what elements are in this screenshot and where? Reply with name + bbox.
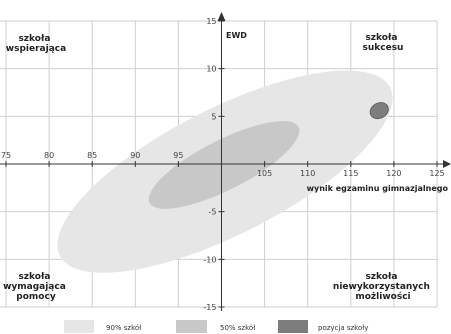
- y-axis-title: EWD: [226, 31, 247, 40]
- quadrant-top-right-label: szkoła sukcesu: [363, 33, 404, 53]
- x-tick-label: 120: [386, 169, 401, 178]
- ellipse-school-position: [369, 102, 389, 120]
- axes: [0, 12, 451, 311]
- y-tick-label: -10: [203, 255, 216, 264]
- y-tick-label: -5: [209, 208, 217, 217]
- quadrant-bottom-right-label: szkoła niewykorzystanych możliwości: [333, 272, 433, 302]
- y-tick-label: -15: [203, 303, 216, 312]
- quadrant-top-left-label: szkoła wspierająca: [6, 34, 66, 54]
- legend-swatch-school: [278, 320, 308, 333]
- legend-label-school: pozycja szkoły: [318, 324, 368, 332]
- quadrant-bottom-left-label: szkoła wymagająca pomocy: [3, 272, 69, 302]
- x-tick-label: 80: [44, 151, 54, 160]
- y-tick-label: 5: [211, 112, 216, 121]
- x-tick-label: 105: [257, 169, 272, 178]
- x-axis-arrow: [443, 160, 451, 168]
- ellipses: [57, 70, 393, 273]
- legend-label-90: 90% szkół: [106, 324, 141, 332]
- x-axis-title: wynik egzaminu gimnazjalnego: [307, 184, 449, 193]
- legend-swatch-50: [176, 320, 207, 333]
- x-tick-label: 95: [173, 151, 183, 160]
- legend-label-50: 50% szkół: [220, 324, 255, 332]
- x-tick-label: 90: [130, 151, 140, 160]
- y-tick-label: 15: [206, 17, 216, 26]
- x-tick-label: 115: [343, 169, 358, 178]
- legend-swatch-90: [64, 320, 94, 333]
- y-tick-label: 10: [206, 65, 216, 74]
- x-tick-label: 75: [1, 151, 11, 160]
- x-tick-label: 85: [87, 151, 97, 160]
- x-tick-label: 110: [300, 169, 315, 178]
- ellipse-50: [148, 121, 300, 209]
- legend: 90% szkół 50% szkół pozycja szkoły: [64, 320, 368, 333]
- x-tick-label: 125: [429, 169, 444, 178]
- y-axis-arrow: [217, 12, 226, 21]
